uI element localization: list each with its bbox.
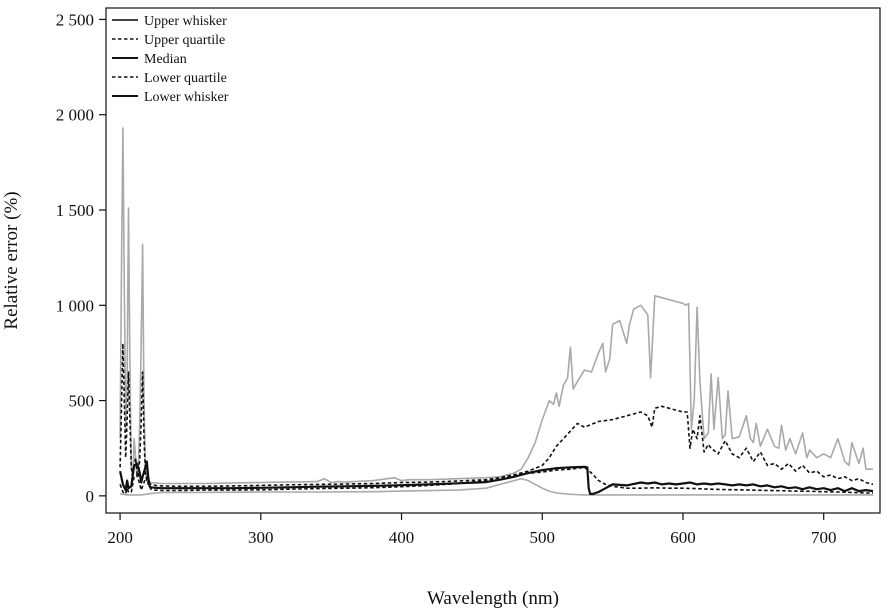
series-layer [119, 127, 874, 496]
y-tick-label: 2 500 [56, 10, 94, 29]
legend: Upper whisker Upper quartile Median Lower q… [112, 14, 229, 105]
legend-label: Median [144, 52, 187, 67]
series-line-upper-whisker [119, 127, 873, 485]
legend-label: Lower whisker [144, 90, 229, 105]
x-tick-label: 600 [670, 528, 696, 547]
x-axis-title: Wavelength (nm) [427, 588, 559, 609]
series-line-lower-quartile [119, 466, 873, 495]
series-line-lower-whisker [119, 477, 873, 496]
y-tick-label: 2 000 [56, 106, 94, 125]
x-tick-label: 300 [248, 528, 274, 547]
legend-label: Upper quartile [144, 33, 225, 48]
y-tick-label: 500 [69, 392, 95, 411]
series-line-median [119, 460, 874, 495]
y-axis: 0 500 1 000 1 500 2 000 2 500 [56, 10, 106, 506]
y-tick-label: 0 [86, 487, 95, 506]
x-tick-label: 400 [389, 528, 415, 547]
y-axis-title: Relative error (%) [1, 191, 22, 329]
x-tick-label: 700 [811, 528, 837, 547]
x-axis: 200 300 400 500 600 700 [107, 513, 836, 547]
y-tick-label: 1 500 [56, 201, 94, 220]
y-tick-label: 1 000 [56, 296, 94, 315]
x-tick-label: 200 [107, 528, 133, 547]
legend-label: Upper whisker [144, 14, 227, 29]
series-line-upper-quartile [119, 342, 874, 488]
legend-label: Lower quartile [144, 71, 227, 86]
x-tick-label: 500 [530, 528, 556, 547]
plot-frame [105, 7, 881, 514]
